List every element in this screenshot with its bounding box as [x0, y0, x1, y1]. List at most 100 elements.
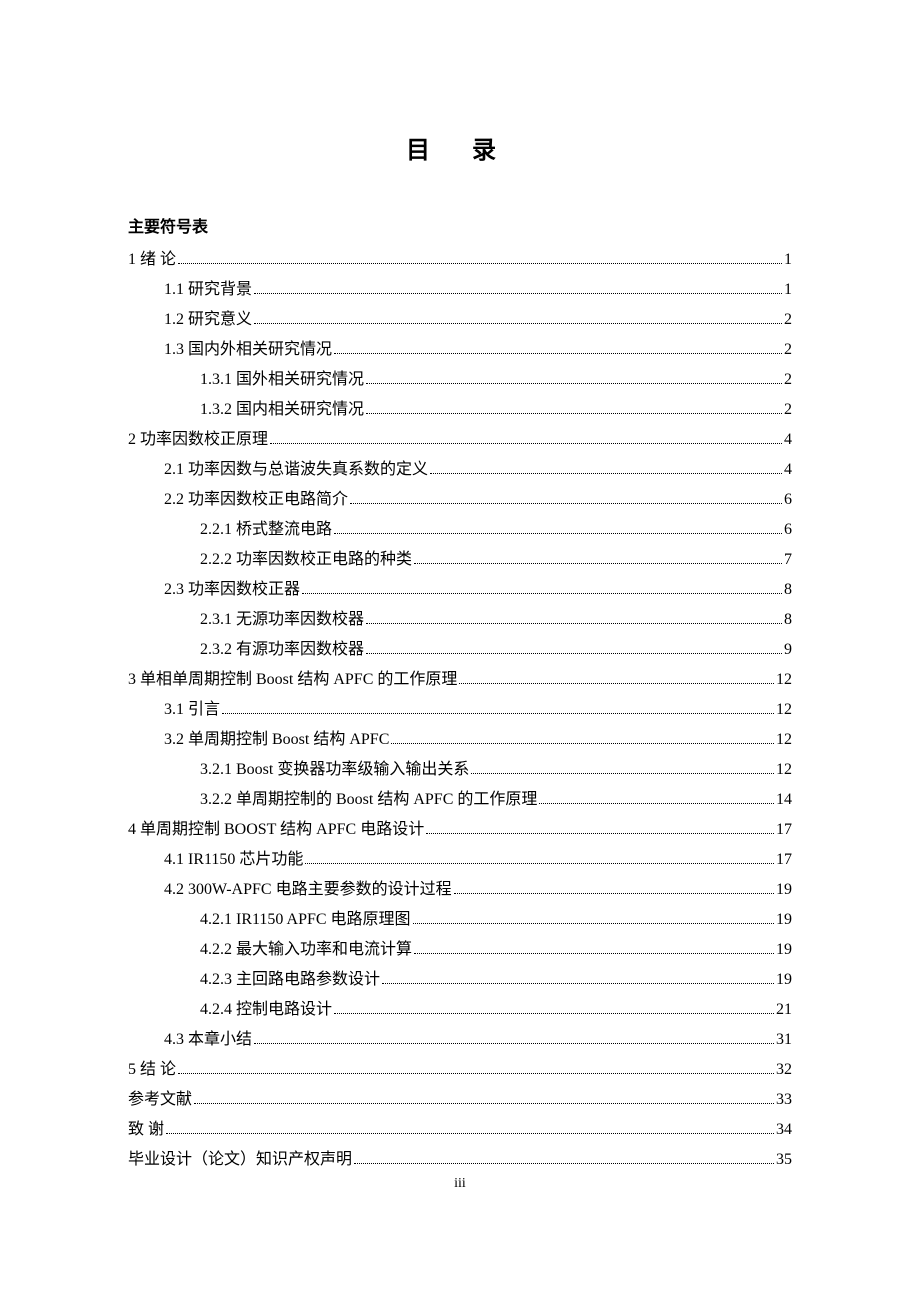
toc-dots — [178, 1073, 774, 1074]
page-footer: iii — [128, 1176, 792, 1192]
toc-entry-page: 1 — [784, 275, 792, 305]
toc-entry-label: 2.1 功率因数与总谐波失真系数的定义 — [164, 455, 428, 485]
toc-entry-label: 致 谢 — [128, 1115, 164, 1145]
toc-entry-label: 4.2 300W-APFC 电路主要参数的设计过程 — [164, 875, 452, 905]
toc-entry: 参考文献 33 — [128, 1085, 792, 1115]
toc-entry-page: 4 — [784, 425, 792, 455]
toc-entry-page: 7 — [784, 545, 792, 575]
page-container: 目 录 主要符号表 1 绪 论11.1 研究背景11.2 研究意义21.3 国内… — [128, 130, 792, 1262]
toc-dots — [391, 743, 774, 744]
toc-entry-label: 3.2.2 单周期控制的 Boost 结构 APFC 的工作原理 — [200, 785, 537, 815]
toc-dots — [366, 413, 782, 414]
toc-entry-page: 1 — [784, 245, 792, 275]
toc-dots — [382, 983, 774, 984]
toc-dots — [334, 353, 782, 354]
toc-entry: 2.2.1 桥式整流电路 6 — [128, 515, 792, 545]
toc-list: 1 绪 论11.1 研究背景11.2 研究意义21.3 国内外相关研究情况21.… — [128, 245, 792, 1175]
toc-dots — [334, 533, 782, 534]
toc-entry-label: 3.2.1 Boost 变换器功率级输入输出关系 — [200, 755, 469, 785]
toc-dots — [539, 803, 774, 804]
toc-entry-label: 4.3 本章小结 — [164, 1025, 252, 1055]
toc-entry-label: 2.3 功率因数校正器 — [164, 575, 300, 605]
toc-entry-page: 19 — [776, 875, 792, 905]
toc-entry-page: 17 — [776, 845, 792, 875]
toc-entry-page: 12 — [776, 725, 792, 755]
toc-dots — [302, 593, 782, 594]
toc-entry-page: 19 — [776, 905, 792, 935]
toc-entry-page: 4 — [784, 455, 792, 485]
toc-entry-page: 8 — [784, 575, 792, 605]
toc-entry: 2.3 功率因数校正器 8 — [128, 575, 792, 605]
toc-entry-page: 2 — [784, 335, 792, 365]
toc-entry-page: 34 — [776, 1115, 792, 1145]
toc-dots — [414, 563, 782, 564]
toc-dots — [426, 833, 774, 834]
toc-entry: 4.2.3 主回路电路参数设计 19 — [128, 965, 792, 995]
toc-entry-label: 2.3.1 无源功率因数校器 — [200, 605, 364, 635]
toc-entry-page: 12 — [776, 665, 792, 695]
toc-entry: 4.2.2 最大输入功率和电流计算19 — [128, 935, 792, 965]
toc-entry-label: 1.3 国内外相关研究情况 — [164, 335, 332, 365]
toc-entry-page: 19 — [776, 965, 792, 995]
toc-entry-label: 1.2 研究意义 — [164, 305, 252, 335]
toc-dots — [334, 1013, 774, 1014]
toc-entry-label: 4.2.1 IR1150 APFC 电路原理图 — [200, 905, 411, 935]
toc-entry: 4.2.4 控制电路设计21 — [128, 995, 792, 1025]
toc-dots — [459, 683, 774, 684]
toc-entry: 4.1 IR1150 芯片功能 17 — [128, 845, 792, 875]
toc-dots — [222, 713, 774, 714]
toc-entry-label: 4.1 IR1150 芯片功能 — [164, 845, 303, 875]
toc-dots — [430, 473, 782, 474]
toc-entry: 5 结 论32 — [128, 1055, 792, 1085]
toc-entry-page: 33 — [776, 1085, 792, 1115]
toc-entry-label: 1.3.2 国内相关研究情况 — [200, 395, 364, 425]
toc-entry-page: 2 — [784, 395, 792, 425]
toc-entry: 致 谢 34 — [128, 1115, 792, 1145]
toc-entry: 1.3.2 国内相关研究情况 2 — [128, 395, 792, 425]
toc-entry-label: 2 功率因数校正原理 — [128, 425, 268, 455]
toc-entry: 1.2 研究意义2 — [128, 305, 792, 335]
toc-entry-page: 19 — [776, 935, 792, 965]
toc-entry: 2 功率因数校正原理 4 — [128, 425, 792, 455]
toc-dots — [305, 863, 774, 864]
toc-entry-label: 2.3.2 有源功率因数校器 — [200, 635, 364, 665]
toc-dots — [270, 443, 782, 444]
toc-entry-label: 4.2.3 主回路电路参数设计 — [200, 965, 380, 995]
toc-entry: 4.2 300W-APFC 电路主要参数的设计过程 19 — [128, 875, 792, 905]
toc-entry-page: 12 — [776, 755, 792, 785]
toc-entry: 1.1 研究背景 1 — [128, 275, 792, 305]
toc-entry-page: 6 — [784, 515, 792, 545]
toc-dots — [413, 923, 774, 924]
toc-entry: 3.2 单周期控制 Boost 结构 APFC 12 — [128, 725, 792, 755]
toc-dots — [254, 323, 782, 324]
toc-entry-page: 17 — [776, 815, 792, 845]
toc-dots — [178, 263, 782, 264]
toc-entry-label: 1 绪 论 — [128, 245, 176, 275]
toc-dots — [366, 383, 782, 384]
toc-dots — [366, 653, 782, 654]
toc-entry: 4.3 本章小结 31 — [128, 1025, 792, 1055]
toc-dots — [454, 893, 774, 894]
toc-entry: 1.3.1 国外相关研究情况2 — [128, 365, 792, 395]
toc-entry-label: 2.2 功率因数校正电路简介 — [164, 485, 348, 515]
toc-entry: 1.3 国内外相关研究情况 2 — [128, 335, 792, 365]
toc-entry-label: 2.2.1 桥式整流电路 — [200, 515, 332, 545]
toc-entry-page: 31 — [776, 1025, 792, 1055]
toc-entry-label: 3.2 单周期控制 Boost 结构 APFC — [164, 725, 389, 755]
toc-entry-label: 毕业设计（论文）知识产权声明 — [128, 1145, 352, 1175]
toc-entry-page: 12 — [776, 695, 792, 725]
toc-entry: 3 单相单周期控制 Boost 结构 APFC 的工作原理 12 — [128, 665, 792, 695]
toc-dots — [354, 1163, 774, 1164]
toc-entry-label: 3 单相单周期控制 Boost 结构 APFC 的工作原理 — [128, 665, 457, 695]
toc-entry-page: 8 — [784, 605, 792, 635]
toc-dots — [350, 503, 782, 504]
toc-entry-label: 1.3.1 国外相关研究情况 — [200, 365, 364, 395]
toc-entry: 3.2.2 单周期控制的 Boost 结构 APFC 的工作原理 14 — [128, 785, 792, 815]
toc-entry: 4 单周期控制 BOOST 结构 APFC 电路设计17 — [128, 815, 792, 845]
toc-entry-label: 1.1 研究背景 — [164, 275, 252, 305]
toc-entry-label: 参考文献 — [128, 1085, 192, 1115]
toc-entry: 2.3.2 有源功率因数校器9 — [128, 635, 792, 665]
toc-dots — [471, 773, 774, 774]
toc-entry: 3.1 引言12 — [128, 695, 792, 725]
toc-entry: 2.2 功率因数校正电路简介6 — [128, 485, 792, 515]
